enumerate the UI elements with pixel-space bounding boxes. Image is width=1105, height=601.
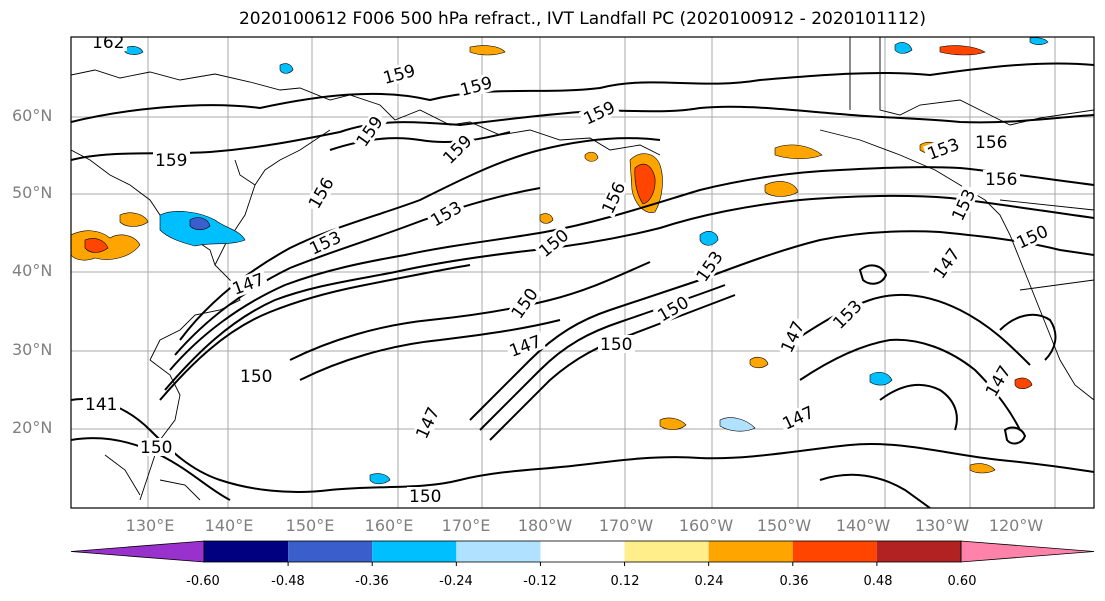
colorbar-swatch [288, 541, 373, 562]
colorbar-swatch [624, 541, 709, 562]
contour-label-background [425, 196, 467, 231]
lat-label: 60°N [12, 106, 53, 125]
contour-label-background [238, 367, 275, 385]
contour-label: 159 [381, 61, 418, 89]
colorbar-tick-label: 0.24 [694, 574, 724, 589]
colorbar-tick-label: 0.36 [779, 574, 809, 589]
contour-label-background [578, 96, 620, 129]
colorbar-outline [203, 540, 962, 563]
lon-label: 160°E [364, 516, 414, 535]
colorbar-tick-label: -0.12 [523, 574, 557, 589]
lon-label: 130°W [914, 516, 970, 535]
contour-lines [71, 62, 1094, 508]
lon-label: 140°E [204, 516, 254, 535]
contour-label-background [407, 487, 444, 505]
colorbar-tick-label: 0.48 [863, 574, 893, 589]
contour-label-background [598, 335, 635, 353]
map-title: 2020100612 F006 500 hPa refract., IVT La… [238, 9, 926, 29]
contour-label-background [652, 291, 694, 326]
colorbar-extension-min [70, 540, 205, 563]
contour-label-background [227, 268, 269, 299]
contour-label-background [138, 438, 175, 456]
colorbar-swatch [456, 541, 541, 562]
contour-label-background [983, 170, 1020, 188]
contour-label-background [777, 401, 819, 434]
contour-label-background [597, 176, 630, 219]
contour-label: 147 [507, 332, 544, 362]
lat-label: 40°N [12, 261, 53, 280]
colorbar-swatch [372, 541, 457, 562]
colorbar [70, 540, 1095, 566]
contour-label-background [90, 37, 127, 51]
contour-label: 153 [925, 135, 962, 165]
contour-label-background [1011, 220, 1053, 253]
colorbar-swatch [540, 541, 625, 562]
graticule [71, 37, 1094, 508]
contour-label: 150 [409, 487, 441, 507]
colorbar-swatch [876, 541, 961, 562]
contour-label-background [776, 315, 809, 358]
lon-label: 140°W [835, 516, 891, 535]
lon-label: 120°W [988, 516, 1044, 535]
contour-label-background [533, 224, 574, 262]
colorbar-swatch [792, 541, 877, 562]
contour-label: 159 [458, 73, 495, 101]
contour-label-background [304, 172, 339, 214]
contour-label-background [153, 151, 190, 169]
colorbar-tick-label: -0.36 [355, 574, 389, 589]
colorbar-tick-label: -0.24 [439, 574, 473, 589]
lon-label: 150°E [285, 516, 335, 535]
contour-label-background [351, 110, 388, 152]
lon-label: 180°W [517, 516, 573, 535]
colorbar-tick-label: 0.12 [610, 574, 640, 589]
colorbar-tick-label: 0.60 [947, 574, 977, 589]
contour-label: 159 [155, 151, 187, 171]
contour-label-background [928, 242, 965, 284]
contour-label: 141 [85, 395, 117, 415]
contour-label-background [304, 226, 346, 259]
contour-label-background [973, 133, 1010, 151]
lon-label: 150°W [756, 516, 812, 535]
map-frame [70, 36, 1095, 509]
contour-label: 162 [92, 33, 124, 53]
contour-label: 150 [140, 438, 172, 458]
contour-label-background [981, 360, 1016, 402]
colorbar-swatch [708, 541, 793, 562]
contour-label-background [922, 133, 964, 164]
contour-label: 147 [230, 270, 267, 300]
lon-label: 130°E [125, 516, 175, 535]
lon-label: 170°W [598, 516, 654, 535]
contour-label: 156 [975, 133, 1007, 153]
contour-label-background [379, 60, 420, 88]
colorbar-tick-label: -0.48 [271, 574, 305, 589]
contour-label-background [456, 72, 497, 100]
lat-label: 20°N [12, 418, 53, 437]
contour-label: 150 [240, 367, 272, 387]
lon-label: 170°E [441, 516, 491, 535]
contour-label-background [827, 294, 867, 334]
colorbar-extension-max [960, 540, 1095, 563]
contour-label-background [947, 183, 980, 226]
lat-label: 50°N [12, 183, 53, 202]
colorbar-swatch [204, 541, 289, 562]
contour-label-background [83, 395, 120, 413]
contour-label-background [691, 245, 728, 287]
colorbar-tick-label: -0.60 [186, 574, 220, 589]
contour-label: 156 [985, 170, 1017, 190]
contour-label-background [504, 330, 546, 361]
contour-label: 150 [600, 335, 632, 355]
contour-label-background [506, 282, 543, 324]
contour-label-background [411, 401, 444, 444]
lat-label: 30°N [12, 340, 53, 359]
contour-label-background [437, 129, 477, 169]
lon-label: 160°W [678, 516, 734, 535]
